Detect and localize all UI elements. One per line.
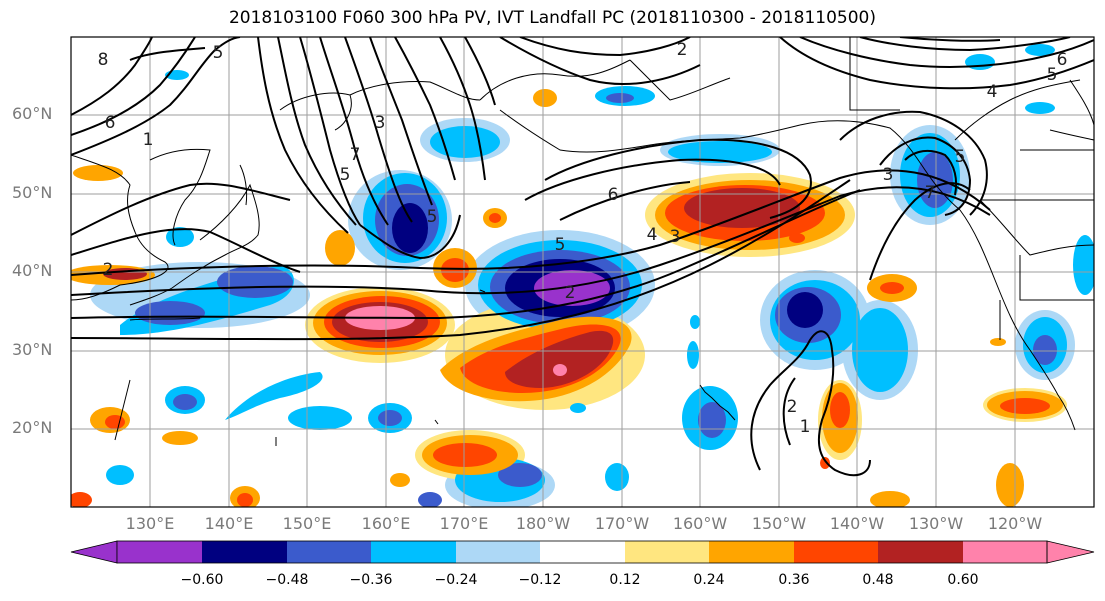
contour-label: 8 [98, 50, 109, 70]
colorbar-tick-label: 0.12 [609, 572, 641, 588]
colorbar-segment [709, 541, 794, 563]
contour-label: 1 [143, 130, 154, 150]
colorbar-tick-label: 0.60 [947, 572, 979, 588]
contour-label: 1 [800, 417, 811, 437]
colorbar-tick-label: 0.36 [778, 572, 810, 588]
lon-label: 130°E [125, 514, 175, 533]
colorbar-segment [625, 541, 709, 563]
colorbar-tick-label: −0.48 [265, 572, 309, 588]
colorbar-tick-label: 0.24 [693, 572, 725, 588]
pv-shading [71, 44, 1094, 507]
colorbar-segment [371, 541, 456, 563]
contour-label: 7 [350, 145, 361, 165]
contour-label: 5 [340, 165, 351, 185]
colorbar-tick-label: −0.36 [349, 572, 393, 588]
contour-label: 5 [1047, 65, 1058, 85]
colorbar-extend-high [1046, 540, 1095, 564]
lon-label: 140°E [204, 514, 254, 533]
lon-label: 150°W [751, 514, 807, 533]
lon-label: 160°E [361, 514, 411, 533]
contour-label: 5 [213, 43, 224, 63]
contour-label: 7 [925, 183, 936, 203]
shade-negative-pv [106, 44, 1094, 507]
colorbar-segment [287, 541, 371, 563]
contour-label: 2 [677, 40, 688, 60]
colorbar-segment [878, 541, 963, 563]
lon-label: 120°W [987, 514, 1043, 533]
colorbar-tick-label: 0.48 [862, 572, 894, 588]
lon-label: 130°W [908, 514, 964, 533]
colorbar-tick-label: −0.60 [180, 572, 224, 588]
lat-label: 20°N [12, 418, 53, 437]
lon-label: 180°W [515, 514, 571, 533]
lon-label: 160°W [672, 514, 728, 533]
colorbar-segment [540, 541, 625, 563]
contour-label: 4 [647, 225, 658, 245]
shade-positive-pv [71, 89, 1063, 507]
contour-label: 3 [883, 165, 894, 185]
contour-label: 3 [670, 227, 681, 247]
contour-label: 5 [555, 235, 566, 255]
contour-label: 2 [787, 397, 798, 417]
lon-label: 170°E [439, 514, 489, 533]
contour-label: 5 [955, 147, 966, 167]
lat-label: 30°N [12, 340, 53, 359]
contour-labels: 8 6 5 1 7 5 3 2 6 5 4 3 2 5 6 5 4 3 7 5 … [98, 40, 1068, 437]
lat-label: 60°N [12, 104, 53, 123]
lat-label: 40°N [12, 261, 53, 280]
contour-label: 6 [1057, 50, 1068, 70]
lon-label: 170°W [594, 514, 650, 533]
contour-label: 3 [375, 113, 386, 133]
lat-label: 50°N [12, 183, 53, 202]
contour-label: 6 [608, 185, 619, 205]
plot-title: 2018103100 F060 300 hPa PV, IVT Landfall… [228, 8, 876, 28]
colorbar-segment [456, 541, 540, 563]
contour-label: 4 [987, 82, 998, 102]
colorbar-tick-label: −0.24 [434, 572, 478, 588]
lon-label: 140°W [829, 514, 885, 533]
contour-label: 2 [565, 283, 576, 303]
lon-label: 150°E [282, 514, 332, 533]
ivt-contours [71, 37, 1094, 477]
colorbar-outline [116, 540, 1048, 564]
colorbar-segment [963, 541, 1047, 563]
colorbar-segment [117, 541, 202, 563]
colorbar-extend-low [70, 540, 118, 564]
colorbar-segment [794, 541, 878, 563]
contour-label: 6 [105, 113, 116, 133]
colorbar [70, 540, 1095, 564]
contour-label: 2 [103, 260, 114, 280]
map-frame [70, 36, 1095, 508]
colorbar-tick-label: −0.12 [518, 572, 562, 588]
contour-label: 5 [427, 207, 438, 227]
colorbar-segment [202, 541, 287, 563]
gridlines [71, 37, 1094, 507]
